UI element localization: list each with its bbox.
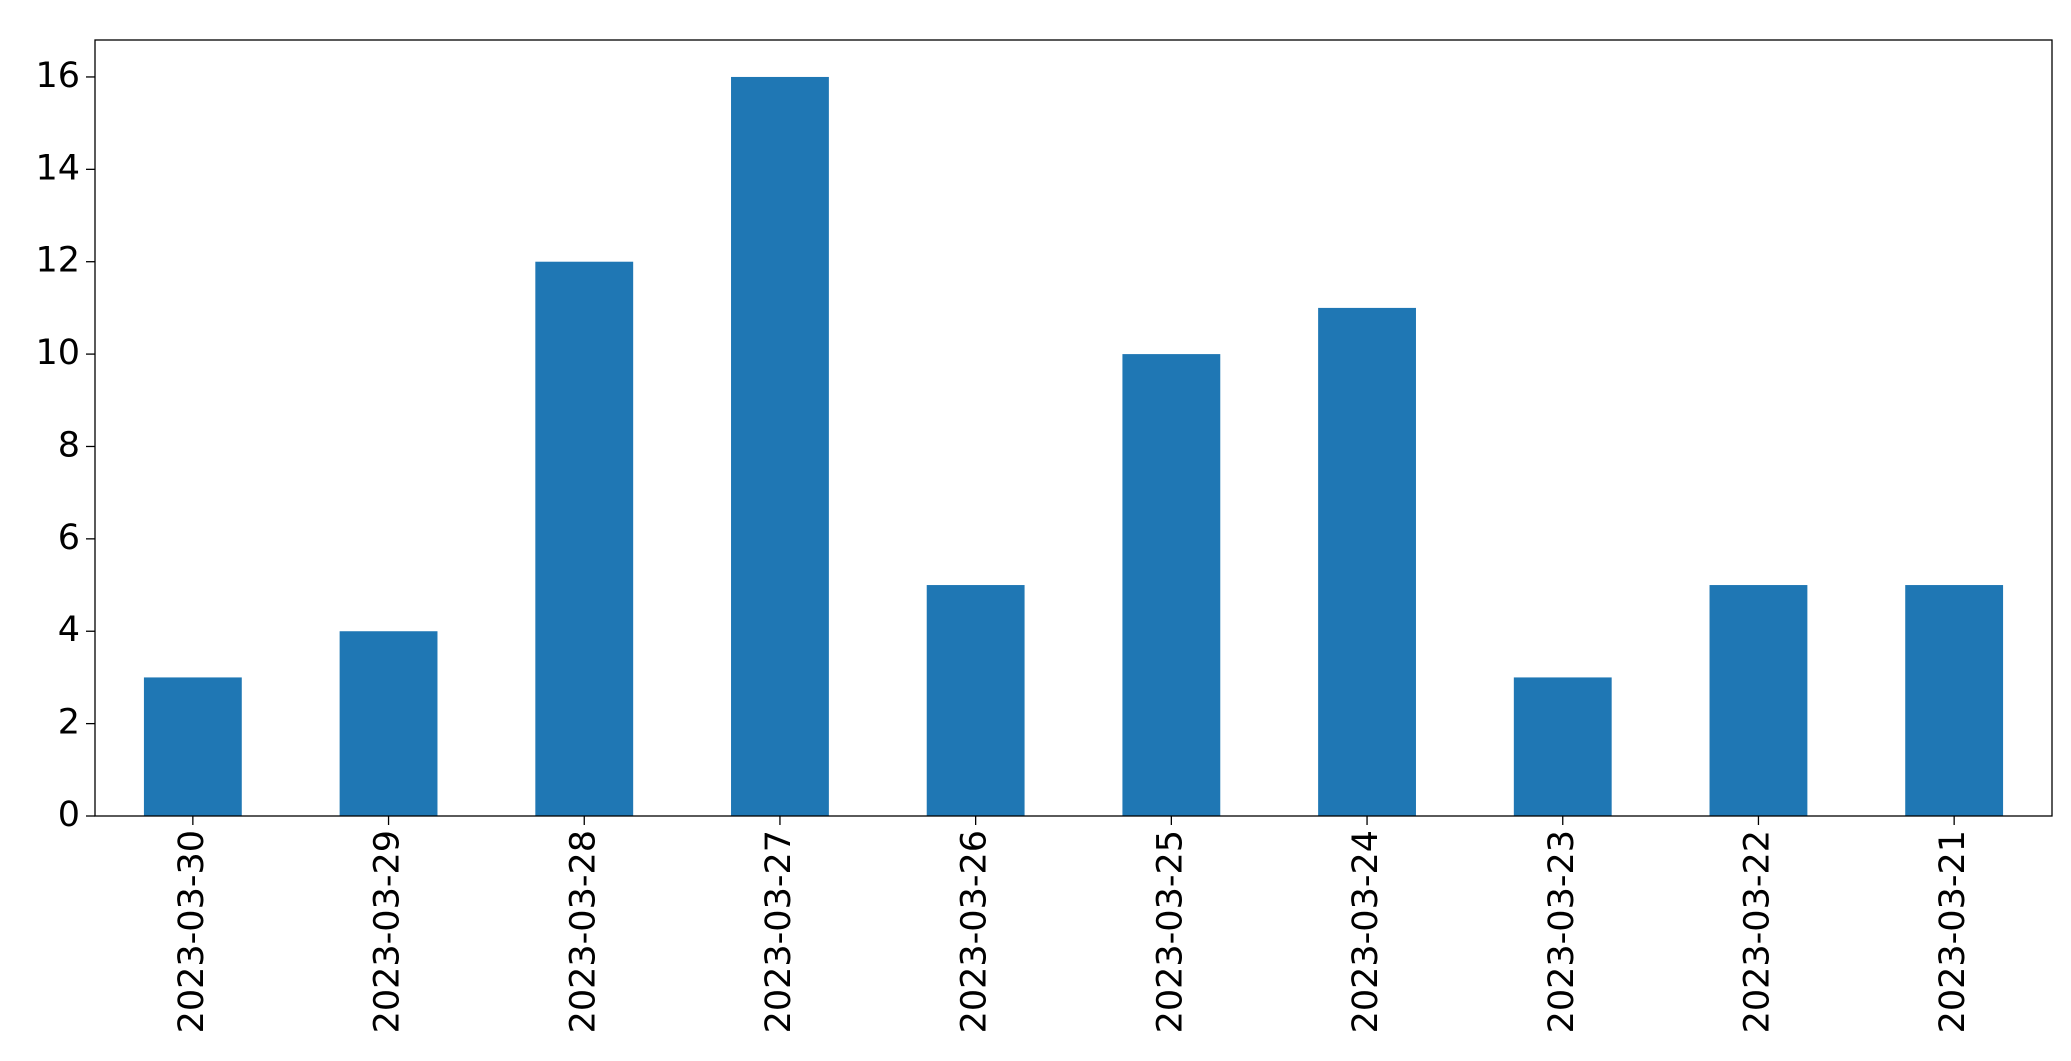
bar [1122, 354, 1221, 816]
bar [1905, 585, 2004, 816]
bar [1513, 677, 1612, 816]
x-tick-label: 2023-03-21 [1933, 830, 1973, 1033]
plot-frame [94, 39, 2053, 817]
y-tick-label: 10 [35, 333, 80, 373]
bar [1709, 585, 1808, 816]
bar [143, 677, 242, 816]
x-tick-label: 2023-03-23 [1542, 830, 1582, 1033]
y-tick-label: 12 [35, 241, 80, 281]
y-tick-label: 16 [35, 56, 80, 96]
y-tick-label: 0 [58, 795, 80, 835]
x-tick-label: 2023-03-26 [955, 830, 995, 1033]
bar [535, 261, 634, 816]
bar [926, 585, 1025, 816]
y-tick-label: 6 [58, 518, 80, 558]
x-tick-label: 2023-03-27 [759, 830, 799, 1033]
bar [731, 76, 829, 816]
y-tick-label: 2 [58, 703, 80, 743]
x-tick-label: 2023-03-29 [368, 830, 408, 1033]
x-tick-label: 2023-03-24 [1346, 830, 1386, 1033]
x-tick-label: 2023-03-22 [1737, 830, 1777, 1033]
y-tick-label: 4 [58, 610, 80, 650]
bar [1318, 307, 1416, 816]
y-tick-label: 8 [58, 425, 80, 465]
x-tick-label: 2023-03-25 [1150, 830, 1190, 1033]
x-tick-label: 2023-03-30 [172, 830, 212, 1033]
bar [339, 631, 438, 816]
y-tick-label: 14 [35, 148, 80, 188]
x-tick-label: 2023-03-28 [563, 830, 603, 1033]
